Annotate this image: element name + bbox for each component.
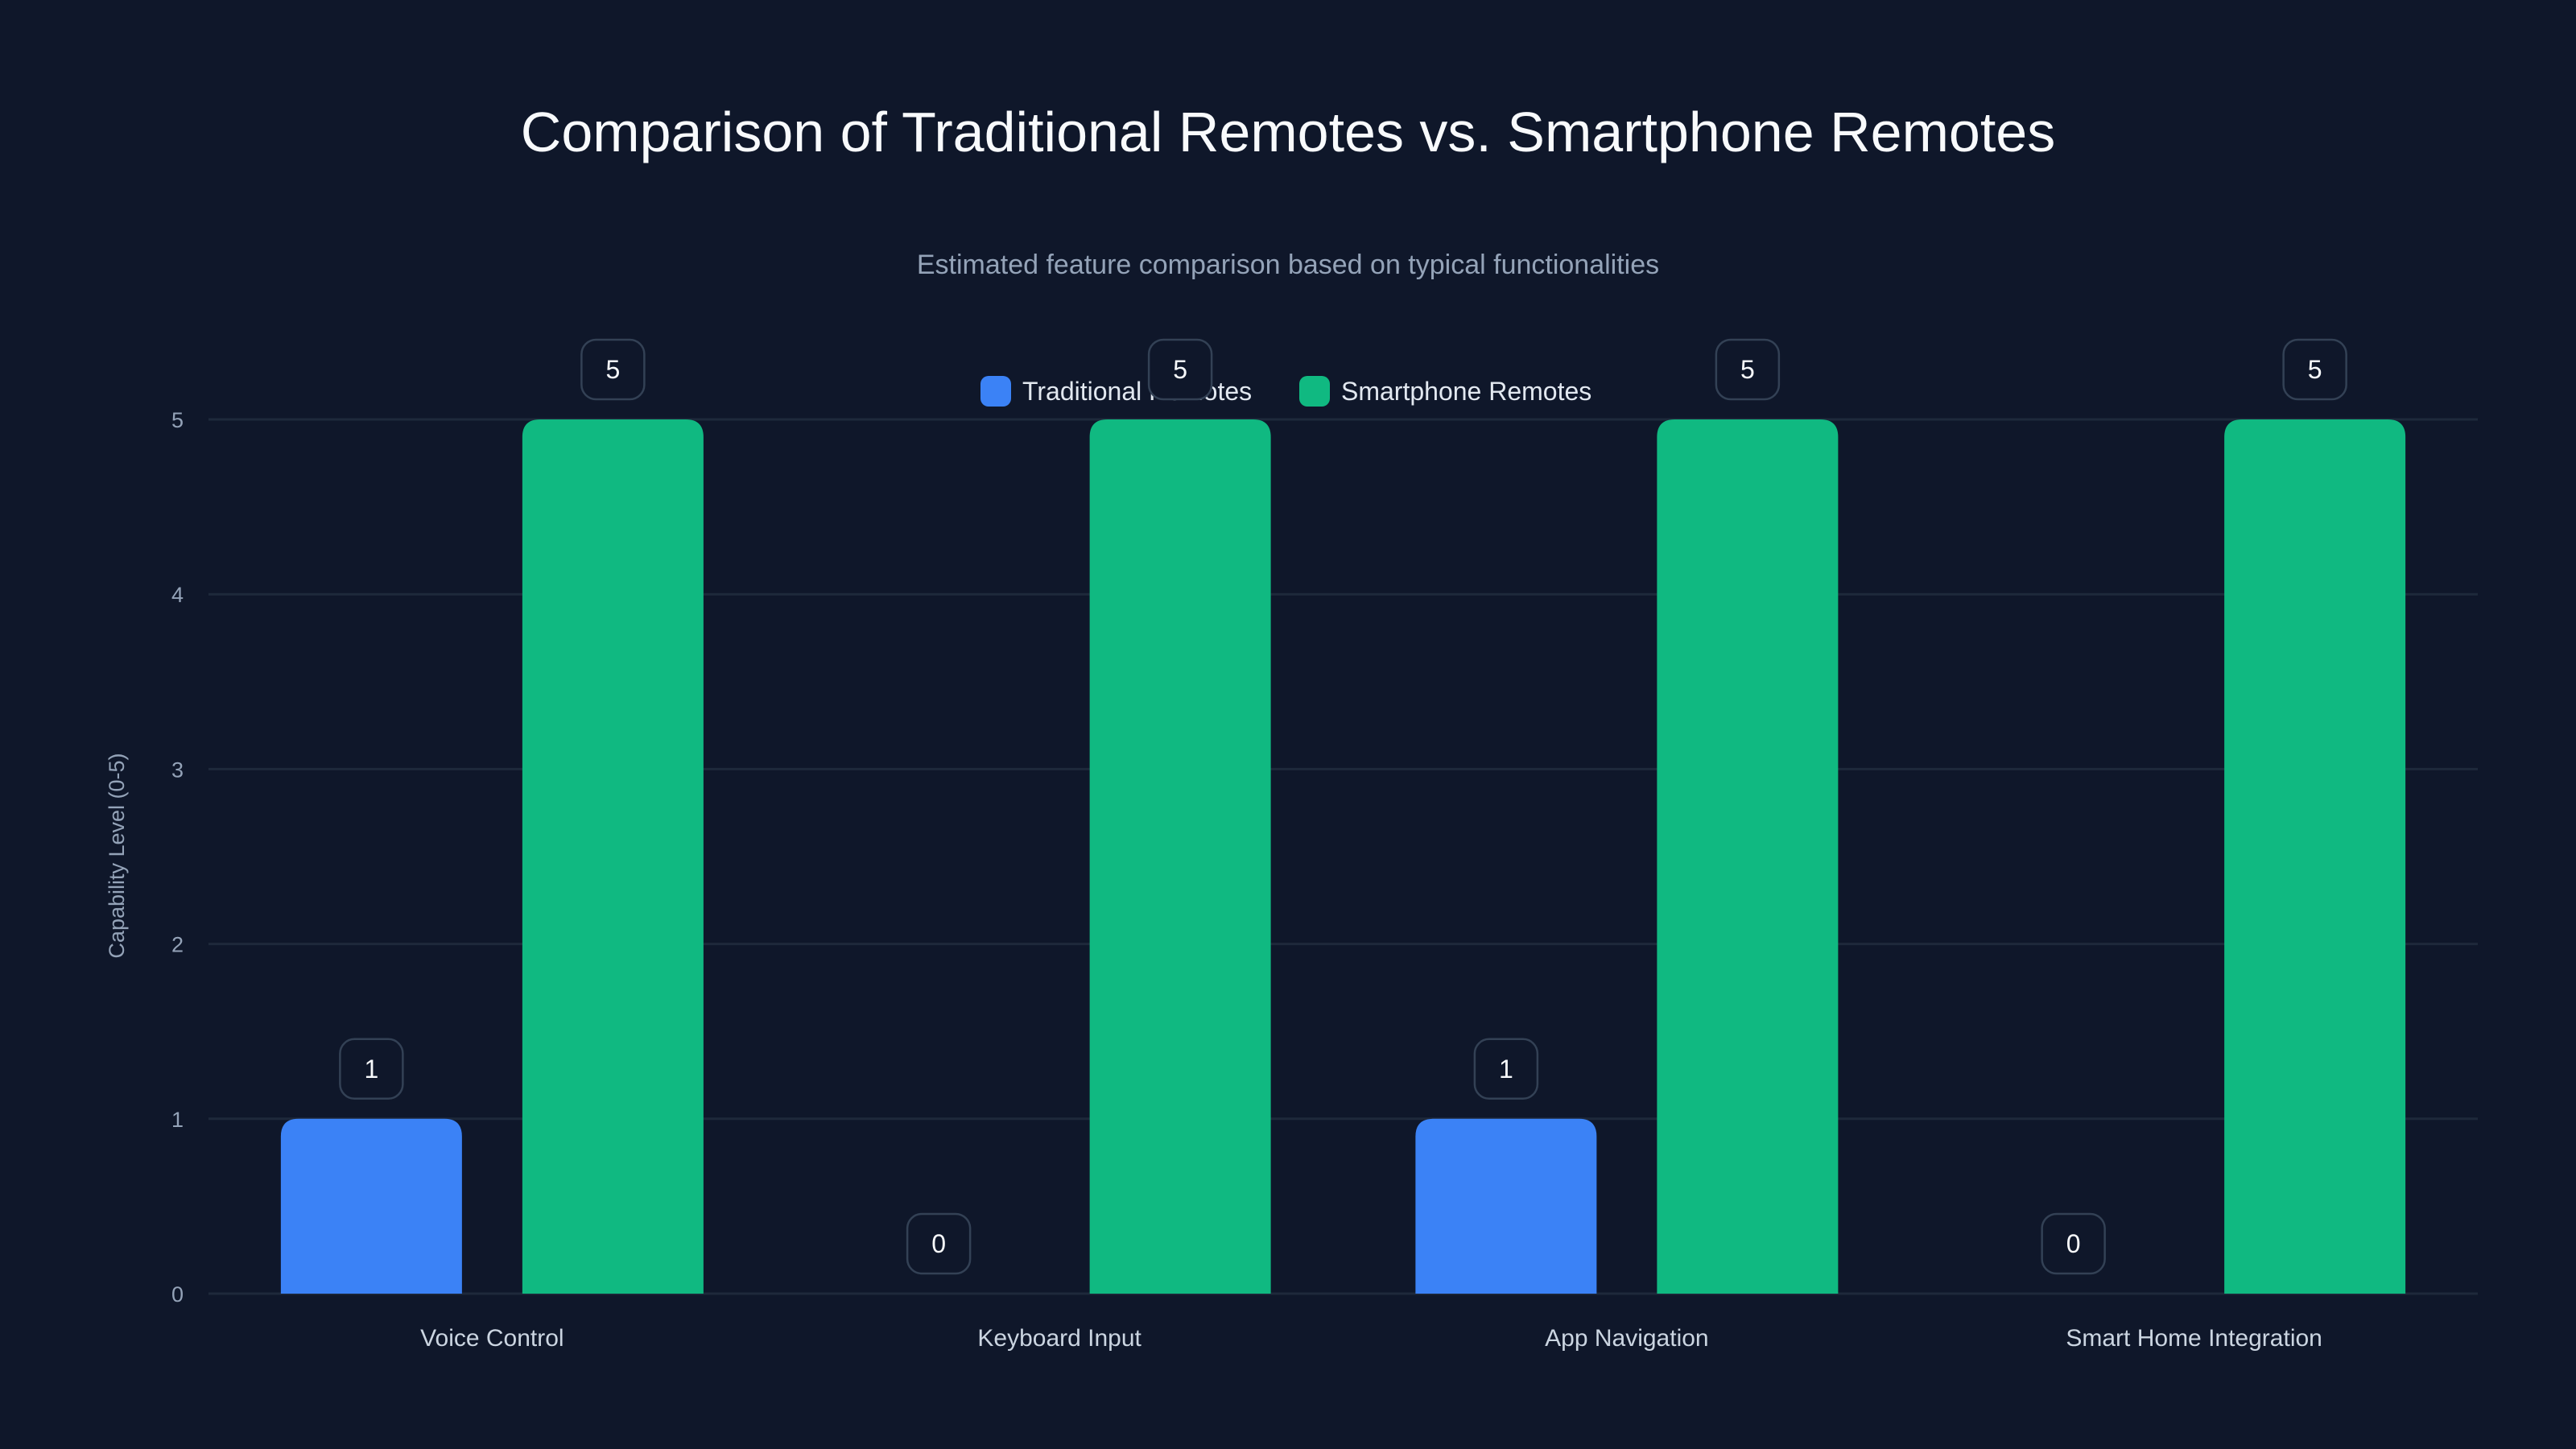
data-label-box xyxy=(1715,338,1781,401)
y-axis-label: Capability Level (0-5) xyxy=(105,753,129,958)
data-label: 5 xyxy=(580,338,646,401)
data-label-box xyxy=(339,1038,404,1100)
data-label-box xyxy=(906,1212,972,1275)
data-labels: 1 5 0 5 1 5 0 5 xyxy=(339,338,2347,1275)
y-tick-label: 5 xyxy=(171,408,184,432)
bar-traditional xyxy=(1415,1118,1597,1294)
x-tick-label: Smart Home Integration xyxy=(2066,1325,2322,1352)
data-label-box xyxy=(1473,1038,1539,1100)
y-tick-label: 2 xyxy=(171,933,184,957)
legend-swatch xyxy=(980,376,1011,407)
x-tick-label: Voice Control xyxy=(420,1325,564,1352)
data-label-text: 5 xyxy=(605,355,620,384)
bar-smartphone xyxy=(522,419,704,1294)
data-label-text: 5 xyxy=(2308,355,2322,384)
data-label: 0 xyxy=(2041,1212,2106,1275)
x-tick-label: Keyboard Input xyxy=(977,1325,1141,1352)
y-tick-label: 1 xyxy=(171,1108,184,1132)
data-label: 5 xyxy=(1147,338,1213,401)
data-label: 5 xyxy=(1715,338,1781,401)
data-label: 5 xyxy=(2282,338,2347,401)
legend-label: Smartphone Remotes xyxy=(1341,377,1591,406)
data-label-box xyxy=(1147,338,1213,401)
data-label: 1 xyxy=(1473,1038,1539,1100)
x-axis-labels: Voice Control Keyboard Input App Navigatio… xyxy=(420,1325,2322,1352)
bars xyxy=(280,419,2406,1294)
data-label-text: 5 xyxy=(1740,355,1755,384)
data-label-text: 1 xyxy=(1499,1055,1513,1084)
legend-item-smartphone: Smartphone Remotes xyxy=(1299,376,1591,407)
legend-swatch xyxy=(1299,376,1330,407)
y-tick-label: 4 xyxy=(171,583,184,607)
legend-label: Traditional Remotes xyxy=(1022,377,1252,406)
chart-title: Comparison of Traditional Remotes vs. Sm… xyxy=(521,101,2055,163)
legend-item-traditional: Traditional Remotes xyxy=(980,376,1252,407)
bar-smartphone xyxy=(1089,419,1271,1294)
data-label-box xyxy=(2282,338,2347,401)
data-label-text: 0 xyxy=(931,1229,946,1258)
y-tick-label: 0 xyxy=(171,1282,184,1307)
data-label-box xyxy=(2041,1212,2106,1275)
y-axis-ticks: 0 1 2 3 4 5 xyxy=(171,408,184,1307)
legend: Traditional Remotes Smartphone Remotes xyxy=(980,376,1591,407)
bar-smartphone xyxy=(1657,419,1839,1294)
data-label-text: 0 xyxy=(2066,1229,2081,1258)
data-label-box xyxy=(580,338,646,401)
data-label-text: 5 xyxy=(1173,355,1187,384)
bar-smartphone xyxy=(2224,419,2406,1294)
chart-subtitle: Estimated feature comparison based on ty… xyxy=(917,250,1659,280)
data-label-text: 1 xyxy=(364,1055,378,1084)
x-tick-label: App Navigation xyxy=(1545,1325,1708,1352)
bar-traditional xyxy=(280,1118,462,1294)
data-label: 0 xyxy=(906,1212,972,1275)
data-label: 1 xyxy=(339,1038,404,1100)
y-tick-label: 3 xyxy=(171,758,184,782)
